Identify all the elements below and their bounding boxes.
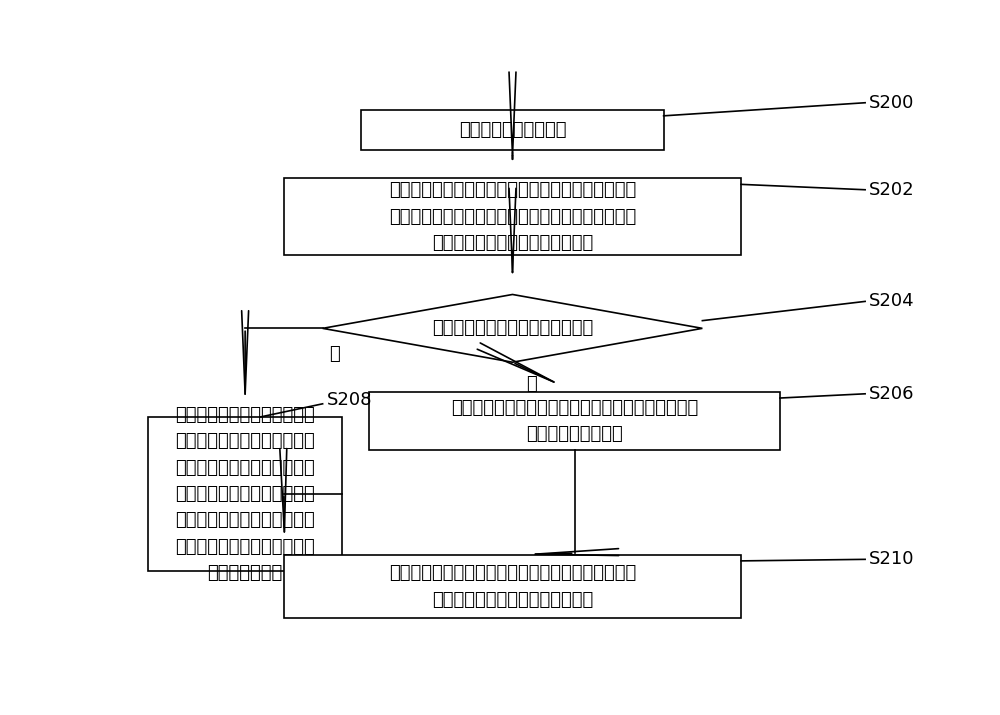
Text: S208: S208 bbox=[326, 391, 372, 409]
Text: S210: S210 bbox=[869, 551, 914, 568]
Text: S202: S202 bbox=[869, 181, 915, 199]
Bar bbox=[369, 392, 780, 450]
Text: 当存在目标帧图像时，将所述当前帧图像中的像素点
与所述目标帧图像中对应位置的像素点进行像素值差
值计算，得到像素值差值的绝对值: 当存在目标帧图像时，将所述当前帧图像中的像素点 与所述目标帧图像中对应位置的像素… bbox=[389, 182, 636, 252]
Bar bbox=[284, 178, 741, 255]
Text: 获取视频的当前帧图像: 获取视频的当前帧图像 bbox=[459, 121, 566, 139]
Text: 将所述目标帧图像中对应位置的像素点更新为所述当
前帧图像中的像素点: 将所述目标帧图像中对应位置的像素点更新为所述当 前帧图像中的像素点 bbox=[451, 398, 698, 443]
Bar bbox=[148, 417, 342, 571]
Polygon shape bbox=[323, 295, 702, 363]
Bar bbox=[361, 109, 664, 149]
Bar bbox=[284, 555, 741, 618]
Text: 当所述当前帧图像完成了预设数量个像素点的差值计
算，输出更新后的所述目标帧图像: 当所述当前帧图像完成了预设数量个像素点的差值计 算，输出更新后的所述目标帧图像 bbox=[389, 564, 636, 608]
Text: S200: S200 bbox=[869, 94, 914, 112]
Text: 否: 否 bbox=[329, 345, 340, 363]
Text: 是: 是 bbox=[526, 375, 537, 393]
Text: S204: S204 bbox=[869, 292, 915, 310]
Text: 判断所述绝对值是否大于预设阈值: 判断所述绝对值是否大于预设阈值 bbox=[432, 320, 593, 337]
Text: S206: S206 bbox=[869, 385, 914, 403]
Text: 根据所述目标帧图像中对应位
置的像素点的像素值、所述像
素点差值的绝对值以及预设的
滤波参数，计算出目标像素值
，并将所述目标帧图像中对应
位置的像素点的像素值: 根据所述目标帧图像中对应位 置的像素点的像素值、所述像 素点差值的绝对值以及预设… bbox=[175, 405, 315, 582]
